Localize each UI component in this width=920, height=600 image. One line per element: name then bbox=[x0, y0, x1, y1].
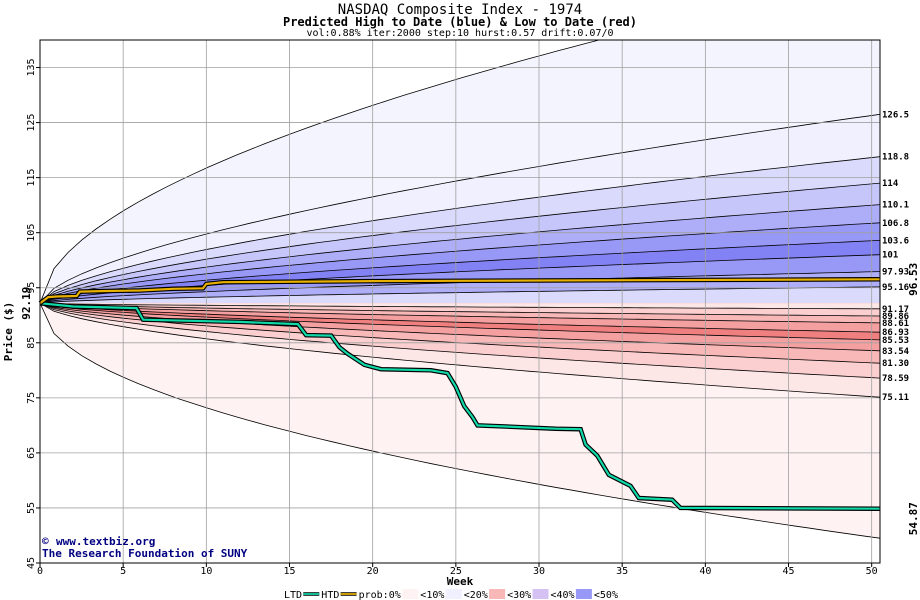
legend-label: prob:0% bbox=[359, 590, 401, 600]
y-tick-label: 105 bbox=[26, 224, 37, 242]
legend-label: <30% bbox=[507, 590, 531, 600]
quantile-line bbox=[40, 302, 880, 310]
x-tick-label: 30 bbox=[533, 566, 545, 577]
legend-label: <50% bbox=[594, 590, 618, 600]
legend-label: LTD bbox=[284, 590, 302, 600]
quantile-label: 101 bbox=[882, 251, 898, 261]
quantile-line bbox=[40, 286, 880, 304]
legend-swatch bbox=[402, 589, 419, 599]
y-tick-label: 45 bbox=[26, 557, 37, 569]
legend-swatch bbox=[575, 589, 592, 599]
y-tick-label: 95 bbox=[26, 282, 37, 294]
ltd-line bbox=[39, 302, 881, 510]
y-axis-ticks: 45 55 65 75 85 95 105 115 125 135 bbox=[26, 58, 40, 569]
quantile-line bbox=[40, 182, 880, 304]
y-tick-label: 125 bbox=[26, 114, 37, 132]
legend-swatch bbox=[532, 589, 549, 599]
credit-url: www.textbiz.org bbox=[56, 535, 155, 548]
quantile-label: 97.93 bbox=[882, 268, 909, 278]
htd-line bbox=[39, 278, 881, 305]
quantile-line bbox=[40, 302, 880, 341]
x-tick-label: 5 bbox=[120, 566, 126, 577]
lower-bound-line bbox=[40, 303, 880, 539]
htd-final-label: 96.53 bbox=[907, 263, 920, 296]
quantile-line bbox=[40, 240, 880, 304]
x-axis-ticks: 0 5 10 15 20 25 30 35 40 45 50 bbox=[37, 563, 878, 577]
quantile-label: 81.30 bbox=[882, 359, 909, 369]
quantile-label: 83.54 bbox=[882, 347, 910, 357]
plot-frame bbox=[39, 39, 881, 564]
quantile-line bbox=[40, 302, 880, 324]
quantile-line bbox=[40, 302, 880, 333]
y-tick-label: 75 bbox=[26, 392, 37, 404]
quantile-label: 114 bbox=[882, 179, 899, 189]
x-axis-label: Week bbox=[447, 575, 474, 588]
copyright-icon: © bbox=[42, 535, 49, 548]
legend-swatch bbox=[489, 589, 506, 599]
legend-swatch bbox=[445, 589, 462, 599]
upper-bound-line bbox=[40, 40, 601, 304]
quantile-label: 88.61 bbox=[882, 319, 909, 329]
x-tick-label: 35 bbox=[616, 566, 628, 577]
quantile-label: 103.6 bbox=[882, 236, 909, 246]
ltd-final-label: 54.87 bbox=[907, 502, 920, 535]
chart-title: NASDAQ Composite Index - 1974 bbox=[337, 2, 583, 18]
quantile-line bbox=[40, 222, 880, 304]
quantile-label: 91.17 bbox=[882, 305, 909, 315]
chart-subtitle: Predicted High to Date (blue) & Low to D… bbox=[282, 15, 637, 29]
credit-org: The Research Foundation of SUNY bbox=[42, 547, 248, 560]
quantile-label: 75.11 bbox=[882, 393, 909, 403]
x-tick-label: 40 bbox=[699, 566, 711, 577]
x-tick-label: 50 bbox=[866, 566, 878, 577]
quantile-line bbox=[40, 204, 880, 304]
quantile-label: 110.1 bbox=[882, 201, 909, 211]
legend: LTD HTD prob:0% <10% <20% <30% <40% <50% bbox=[284, 589, 618, 600]
chart-params: vol:0.88% iter:2000 step:10 hurst:0.57 d… bbox=[306, 28, 614, 39]
x-tick-label: 0 bbox=[37, 566, 43, 577]
quantile-lines bbox=[40, 40, 880, 539]
quantile-bands bbox=[40, 40, 880, 539]
quantile-label: 89.86 bbox=[882, 312, 909, 322]
x-tick-label: 15 bbox=[283, 566, 295, 577]
legend-label: <20% bbox=[464, 590, 488, 600]
quantile-label: 106.8 bbox=[882, 219, 909, 229]
y-tick-label: 65 bbox=[26, 447, 37, 459]
start-value-label: 92.19 bbox=[20, 287, 33, 320]
quantile-label: 78.59 bbox=[882, 374, 909, 384]
y-tick-label: 135 bbox=[26, 58, 37, 76]
y-tick-label: 115 bbox=[26, 169, 37, 187]
y-tick-label: 55 bbox=[26, 502, 37, 514]
x-tick-label: 45 bbox=[782, 566, 794, 577]
quantile-line bbox=[40, 302, 880, 379]
quantile-line bbox=[40, 302, 880, 398]
lower-band bbox=[40, 303, 880, 309]
quantile-label: 86.93 bbox=[882, 328, 909, 338]
quantile-line bbox=[40, 302, 880, 317]
quantile-label: 95.16 bbox=[882, 283, 909, 293]
y-tick-label: 85 bbox=[26, 337, 37, 349]
quantile-line bbox=[40, 156, 880, 304]
quantile-line bbox=[40, 113, 880, 304]
x-tick-label: 20 bbox=[367, 566, 379, 577]
y-axis-label: Price ($) bbox=[2, 302, 15, 362]
quantile-label: 85.53 bbox=[882, 336, 909, 346]
legend-label: <10% bbox=[420, 590, 444, 600]
quantile-label: 118.8 bbox=[882, 153, 909, 163]
legend-label: HTD bbox=[321, 590, 339, 600]
quantile-label: 126.5 bbox=[882, 110, 909, 120]
upper-band bbox=[40, 286, 880, 304]
legend-label: <40% bbox=[551, 590, 575, 600]
x-tick-label: 10 bbox=[200, 566, 212, 577]
x-tick-label: 25 bbox=[450, 566, 462, 577]
series-lines bbox=[38, 277, 881, 511]
quantile-labels: 126.5 118.8 114 110.1 106.8 103.6 101 97.93 95.1… bbox=[882, 110, 910, 403]
credit: © www.textbiz.org The Research Foundatio… bbox=[42, 535, 248, 560]
